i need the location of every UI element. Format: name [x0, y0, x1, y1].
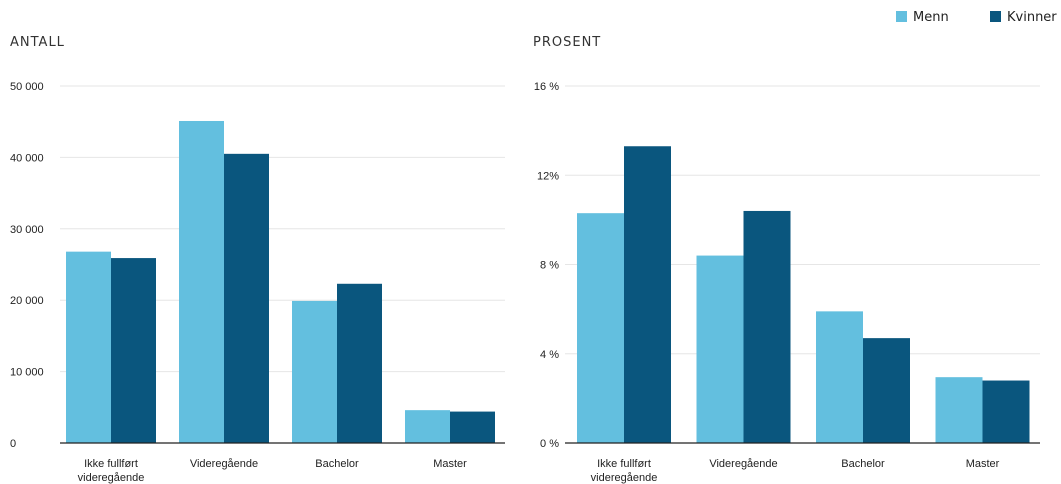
legend: Menn Kvinner — [896, 10, 1057, 25]
legend-swatch-kvinner — [990, 11, 1001, 22]
bar-menn-master — [405, 410, 450, 443]
bar-kvinner-videreg-ende — [224, 153, 269, 443]
bar-menn-bachelor — [292, 300, 337, 443]
x-tick-label: Ikke fullført videregående — [78, 458, 145, 484]
bar-menn-bachelor — [816, 311, 863, 443]
y-tick-label: 0 — [10, 438, 16, 450]
y-tick-label: 40 000 — [10, 152, 44, 164]
y-tick-label: 10 000 — [10, 367, 44, 379]
x-tick-label: Bachelor — [841, 458, 885, 470]
bar-kvinner-ikke-fullf-rt-videreg-ende — [624, 146, 671, 443]
bar-kvinner-ikke-fullf-rt-videreg-ende — [111, 258, 156, 443]
x-tick-label: Videregående — [709, 458, 777, 470]
y-tick-label: 0 % — [540, 438, 559, 450]
chart-panel-antall: ANTALL 0 10 000 20 000 30 000 40 000 50 000 Ik… — [10, 35, 505, 484]
bar-menn-master — [935, 377, 983, 443]
bar-kvinner-bachelor — [337, 283, 382, 443]
panel-title-antall: ANTALL — [10, 35, 65, 50]
y-tick-label: 20 000 — [10, 295, 44, 307]
bar-menn-videreg-ende — [179, 120, 224, 444]
legend-swatch-menn — [896, 11, 907, 22]
x-tick-label: Master — [966, 458, 1000, 470]
bar-kvinner-videreg-ende — [743, 210, 791, 443]
y-tick-label: 50 000 — [10, 81, 44, 93]
y-tick-label: 16 % — [534, 81, 559, 93]
y-tick-label: 4 % — [540, 349, 559, 361]
bar-menn-ikke-fullf-rt-videreg-ende — [66, 251, 111, 443]
x-tick-label: Videregående — [190, 458, 258, 470]
x-tick-label: Ikke fullført videregående — [591, 458, 658, 484]
legend-label-menn: Menn — [913, 10, 949, 25]
y-tick-label: 8 % — [540, 260, 559, 272]
bar-menn-videreg-ende — [696, 255, 744, 443]
bar-kvinner-master — [450, 411, 495, 443]
bar-menn-ikke-fullf-rt-videreg-ende — [577, 213, 624, 443]
chart-panel-prosent: PROSENT 0 % 4 % 8 % 12% 16 % Ikke fullført vid… — [533, 35, 1040, 484]
panel-title-prosent: PROSENT — [533, 35, 601, 50]
x-tick-label: Master — [433, 458, 467, 470]
y-tick-label: 30 000 — [10, 224, 44, 236]
bar-kvinner-bachelor — [863, 338, 910, 443]
y-tick-label: 12% — [537, 170, 559, 182]
legend-label-kvinner: Kvinner — [1007, 10, 1057, 25]
bar-kvinner-master — [982, 380, 1030, 443]
x-tick-label: Bachelor — [315, 458, 359, 470]
